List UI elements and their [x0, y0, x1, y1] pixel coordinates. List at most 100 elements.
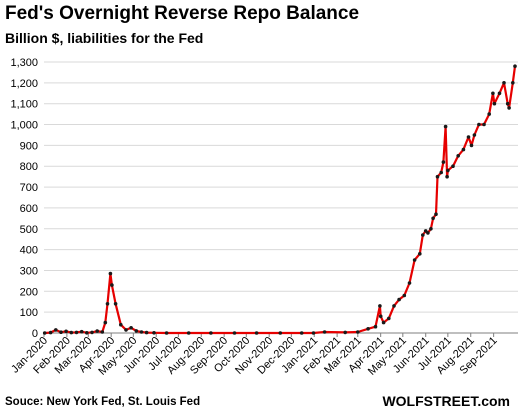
data-point — [487, 112, 492, 116]
y-tick-label: 300 — [20, 265, 38, 277]
data-point — [186, 331, 191, 335]
data-point — [469, 143, 474, 148]
data-point — [164, 331, 169, 335]
data-point — [497, 91, 502, 96]
data-point — [507, 106, 511, 110]
data-point — [491, 91, 495, 96]
data-point — [48, 330, 53, 335]
data-point — [134, 329, 139, 333]
y-tick-label: 1,000 — [10, 120, 38, 132]
x-tick-labels: Jan-2020Feb-2020Mar-2020Apr-2020May-2020… — [9, 335, 500, 378]
data-point — [299, 331, 304, 335]
y-tick-label: 600 — [20, 203, 38, 215]
chart-subtitle: Billion $, liabilities for the Fed — [5, 30, 204, 46]
data-point — [451, 164, 455, 168]
data-point — [85, 331, 89, 335]
data-point — [278, 331, 283, 335]
data-point — [74, 330, 79, 335]
y-tick-label: 1,300 — [10, 57, 38, 69]
data-point — [69, 330, 74, 335]
data-point — [397, 297, 401, 302]
data-point — [466, 135, 471, 139]
data-point — [232, 331, 237, 335]
data-point — [461, 147, 466, 152]
data-point — [431, 216, 435, 221]
data-point — [443, 124, 448, 129]
data-point — [421, 233, 425, 237]
data-point — [456, 154, 461, 158]
data-point — [105, 302, 110, 306]
data-point — [95, 329, 99, 333]
y-tick-label: 700 — [20, 182, 38, 194]
data-point — [418, 252, 422, 256]
data-point — [54, 328, 58, 332]
y-tick-label: 200 — [20, 286, 38, 298]
data-point — [119, 322, 123, 327]
data-point — [64, 329, 68, 334]
data-point — [110, 283, 114, 287]
y-tick-label: 400 — [20, 245, 38, 257]
data-point — [378, 314, 383, 319]
grid-lines — [44, 61, 518, 313]
series-markers — [42, 64, 517, 335]
data-point — [402, 293, 407, 298]
y-tick-label: 500 — [20, 224, 38, 236]
data-point — [59, 330, 63, 335]
data-point — [103, 320, 108, 325]
source-note: Souce: New York Fed, St. Louis Fed — [5, 396, 201, 408]
data-point — [434, 212, 438, 216]
y-tick-label: 800 — [20, 161, 38, 173]
data-point — [90, 330, 94, 335]
data-point — [439, 170, 444, 175]
data-point — [513, 64, 517, 68]
data-point — [144, 330, 149, 335]
data-point — [505, 101, 510, 106]
data-point — [412, 258, 417, 262]
y-tick-label: 0 — [32, 328, 38, 340]
data-point — [42, 331, 47, 335]
data-point — [311, 331, 316, 335]
data-point — [426, 231, 430, 235]
data-point — [152, 331, 156, 335]
y-tick-label: 1,200 — [10, 78, 38, 90]
y-tick-label: 1,100 — [10, 99, 38, 111]
data-point — [435, 174, 440, 179]
data-point — [472, 133, 477, 137]
series-line — [44, 66, 517, 335]
data-point — [254, 331, 259, 335]
data-point — [482, 122, 486, 127]
data-point — [100, 330, 105, 334]
data-point — [129, 326, 133, 330]
chart-title: Fed's Overnight Reverse Repo Balance — [5, 3, 360, 24]
data-point — [356, 330, 360, 334]
data-point — [209, 331, 213, 335]
y-tick-label: 900 — [20, 140, 38, 152]
data-point — [79, 329, 84, 334]
data-point — [139, 330, 144, 334]
data-point — [392, 304, 396, 308]
data-point — [502, 81, 506, 85]
brand-logo: WOLFSTREET.com — [382, 393, 510, 409]
series-line-layer — [44, 66, 517, 335]
data-point — [445, 174, 449, 179]
y-tick-label: 100 — [20, 307, 38, 319]
data-point — [343, 330, 348, 335]
data-point — [387, 316, 391, 321]
data-point — [373, 324, 378, 329]
data-point — [322, 330, 327, 334]
data-point — [407, 281, 412, 285]
data-point — [378, 304, 382, 308]
data-point — [477, 122, 481, 127]
data-point — [511, 81, 515, 85]
y-tick-labels: 0 100 200 300 400 500 600 700 800 900 1,000 1,100 1,… — [10, 57, 38, 340]
data-point — [366, 327, 370, 331]
data-point — [446, 168, 450, 173]
data-point — [113, 302, 118, 306]
data-point — [381, 320, 386, 325]
data-point — [108, 271, 113, 276]
data-point — [124, 328, 128, 332]
data-point — [492, 101, 497, 106]
data-point — [441, 160, 446, 164]
data-point — [429, 227, 433, 231]
